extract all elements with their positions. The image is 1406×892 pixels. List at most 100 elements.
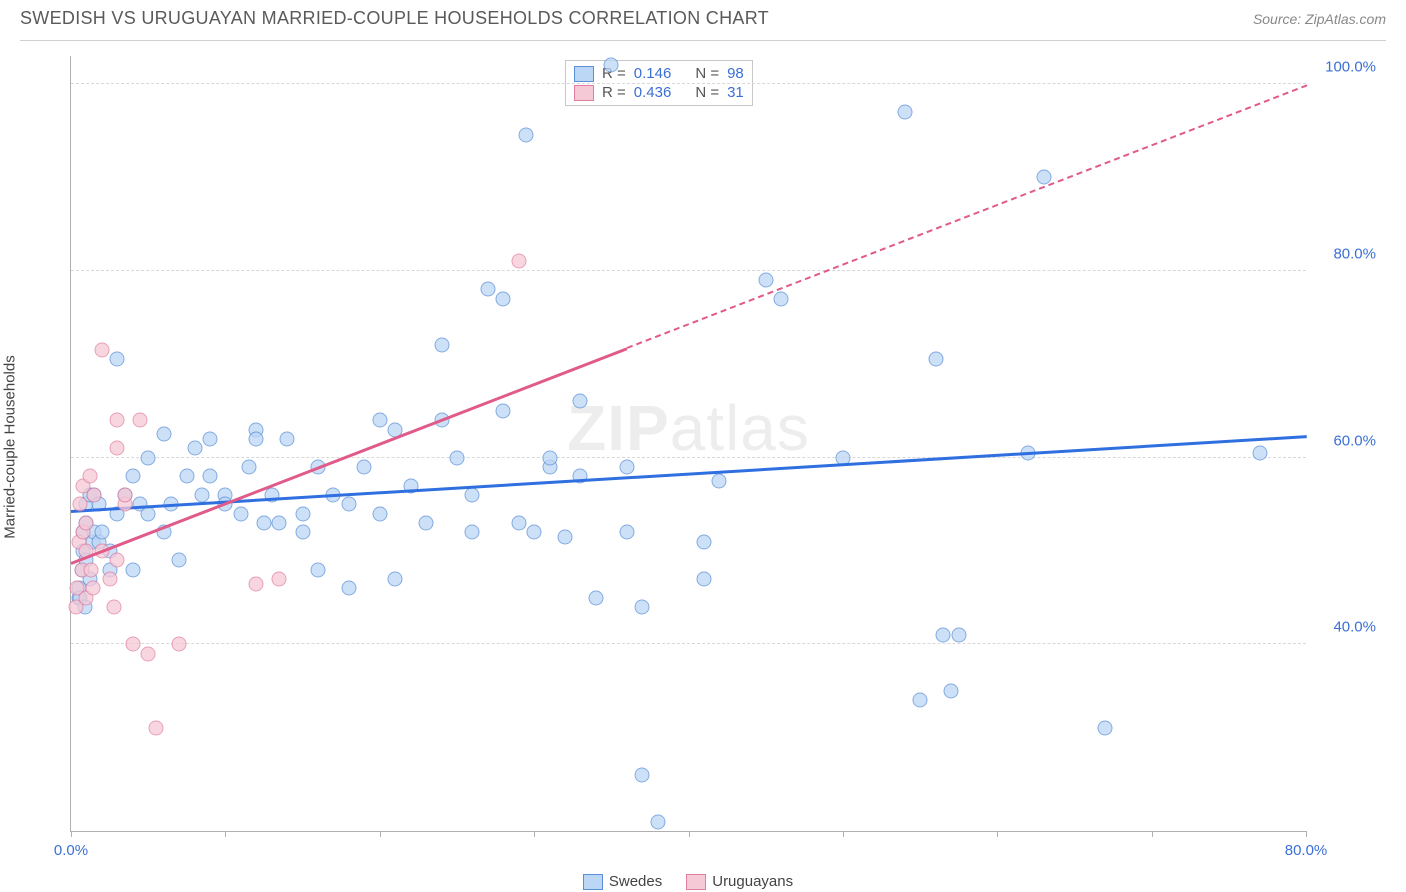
gridline — [71, 270, 1306, 271]
stat-n-label: N = — [695, 84, 719, 101]
data-point-swedes — [125, 469, 140, 484]
x-tick — [71, 831, 72, 837]
data-point-swedes — [125, 562, 140, 577]
y-tick-label: 80.0% — [1316, 245, 1376, 262]
data-point-swedes — [496, 403, 511, 418]
stats-row: R = 0.436 N = 31 — [574, 84, 744, 101]
gridline — [71, 457, 1306, 458]
data-point-swedes — [434, 338, 449, 353]
x-tick — [997, 831, 998, 837]
data-point-uruguayans — [511, 254, 526, 269]
data-point-swedes — [619, 459, 634, 474]
chart-title: SWEDISH VS URUGUAYAN MARRIED-COUPLE HOUS… — [20, 8, 769, 29]
data-point-swedes — [480, 282, 495, 297]
data-point-swedes — [696, 571, 711, 586]
data-point-swedes — [202, 469, 217, 484]
data-point-uruguayans — [102, 571, 117, 586]
y-axis-label: Married-couple Households — [2, 355, 19, 538]
data-point-swedes — [1098, 721, 1113, 736]
data-point-uruguayans — [107, 599, 122, 614]
legend-swatch — [574, 85, 594, 101]
y-tick-label: 100.0% — [1316, 59, 1376, 76]
data-point-swedes — [233, 506, 248, 521]
x-tick-label: 0.0% — [54, 842, 88, 859]
data-point-swedes — [156, 427, 171, 442]
data-point-swedes — [619, 525, 634, 540]
data-point-swedes — [341, 497, 356, 512]
data-point-swedes — [195, 487, 210, 502]
data-point-swedes — [650, 814, 665, 829]
data-point-swedes — [388, 571, 403, 586]
data-point-swedes — [202, 431, 217, 446]
data-point-swedes — [187, 441, 202, 456]
data-point-swedes — [635, 767, 650, 782]
x-tick — [1152, 831, 1153, 837]
chart-container: Married-couple Households ZIPatlas R =0.… — [20, 40, 1386, 852]
data-point-swedes — [280, 431, 295, 446]
data-point-swedes — [527, 525, 542, 540]
data-point-uruguayans — [94, 343, 109, 358]
data-point-swedes — [496, 291, 511, 306]
data-point-uruguayans — [110, 441, 125, 456]
data-point-swedes — [897, 105, 912, 120]
data-point-swedes — [913, 693, 928, 708]
data-point-swedes — [110, 352, 125, 367]
trend-line-uruguayans — [627, 84, 1308, 348]
data-point-swedes — [295, 525, 310, 540]
stat-r-value: 0.146 — [634, 65, 672, 82]
data-point-uruguayans — [141, 646, 156, 661]
data-point-swedes — [951, 627, 966, 642]
stat-r-value: 0.436 — [634, 84, 672, 101]
data-point-swedes — [341, 581, 356, 596]
data-point-swedes — [928, 352, 943, 367]
data-point-swedes — [573, 394, 588, 409]
data-point-uruguayans — [110, 413, 125, 428]
data-point-swedes — [94, 525, 109, 540]
y-tick-label: 40.0% — [1316, 619, 1376, 636]
source-attribution: Source: ZipAtlas.com — [1253, 11, 1386, 27]
x-tick — [1306, 831, 1307, 837]
data-point-swedes — [758, 273, 773, 288]
data-point-swedes — [249, 431, 264, 446]
data-point-uruguayans — [87, 487, 102, 502]
data-point-swedes — [241, 459, 256, 474]
data-point-uruguayans — [133, 413, 148, 428]
y-tick-label: 60.0% — [1316, 432, 1376, 449]
data-point-swedes — [357, 459, 372, 474]
legend-item: Uruguayans — [686, 873, 793, 890]
data-point-uruguayans — [272, 571, 287, 586]
data-point-swedes — [604, 58, 619, 73]
data-point-uruguayans — [73, 497, 88, 512]
data-point-swedes — [179, 469, 194, 484]
data-point-swedes — [774, 291, 789, 306]
x-tick — [534, 831, 535, 837]
data-point-swedes — [588, 590, 603, 605]
legend-label: Uruguayans — [712, 873, 793, 890]
stat-r-label: R = — [602, 84, 626, 101]
stat-n-value: 98 — [727, 65, 744, 82]
data-point-swedes — [712, 473, 727, 488]
x-tick-label: 80.0% — [1285, 842, 1328, 859]
legend-label: Swedes — [609, 873, 662, 890]
data-point-uruguayans — [110, 553, 125, 568]
stat-n-value: 31 — [727, 84, 744, 101]
data-point-swedes — [465, 525, 480, 540]
data-point-swedes — [1252, 445, 1267, 460]
legend-swatch — [583, 874, 603, 890]
gridline — [71, 83, 1306, 84]
data-point-uruguayans — [118, 487, 133, 502]
x-tick — [380, 831, 381, 837]
watermark: ZIPatlas — [567, 391, 810, 465]
data-point-swedes — [172, 553, 187, 568]
gridline — [71, 643, 1306, 644]
data-point-uruguayans — [79, 515, 94, 530]
data-point-swedes — [696, 534, 711, 549]
data-point-swedes — [141, 450, 156, 465]
data-point-swedes — [542, 450, 557, 465]
x-tick — [225, 831, 226, 837]
data-point-uruguayans — [125, 637, 140, 652]
data-point-uruguayans — [148, 721, 163, 736]
x-tick — [843, 831, 844, 837]
data-point-swedes — [943, 683, 958, 698]
legend-swatch — [574, 66, 594, 82]
